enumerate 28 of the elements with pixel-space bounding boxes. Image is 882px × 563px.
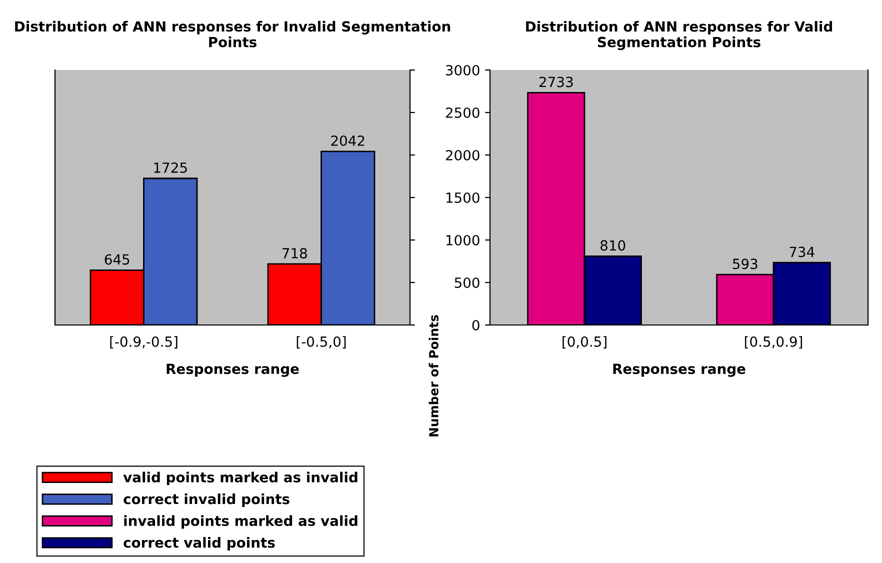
data-label: 1725 <box>154 162 187 173</box>
data-label: 810 <box>600 240 626 251</box>
y-axis-title: Number of Points <box>428 315 438 436</box>
y-tick-label: 1000 <box>446 234 480 246</box>
x-tick-label: [-0.9,-0.5] <box>110 336 178 348</box>
x-axis-title: Responses range <box>613 364 746 377</box>
data-label: 2733 <box>539 76 573 88</box>
legend-label: correct valid points <box>124 537 275 550</box>
y-tick-label: 500 <box>454 277 480 288</box>
y-tick-label: 2000 <box>446 150 480 160</box>
x-axis-title: Responses range <box>166 364 299 377</box>
legend-label: correct invalid points <box>124 494 290 507</box>
legend-label: valid points marked as invalid <box>123 472 358 486</box>
y-tick-label: 1500 <box>446 192 480 203</box>
y-tick-label: 2500 <box>446 107 480 118</box>
data-label: 734 <box>790 246 814 258</box>
data-label: 593 <box>732 258 758 270</box>
data-label: 718 <box>282 248 307 258</box>
chart-title: Distribution of ANN responses for Invalid Segmentation Points <box>15 20 450 48</box>
y-tick-label: 0 <box>472 320 480 330</box>
legend-label: invalid points marked as valid <box>124 515 358 529</box>
x-tick-label: [-0.5,0] <box>296 336 346 348</box>
x-tick-label: [0,0.5] <box>562 336 606 348</box>
y-tick-label: 3000 <box>446 64 480 76</box>
x-tick-label: [0.5,0.9] <box>744 336 802 348</box>
data-label: 2042 <box>331 135 364 146</box>
chart-title: Distribution of ANN responses for Valid Segmentation Points <box>526 21 832 50</box>
data-label: 645 <box>104 254 130 265</box>
